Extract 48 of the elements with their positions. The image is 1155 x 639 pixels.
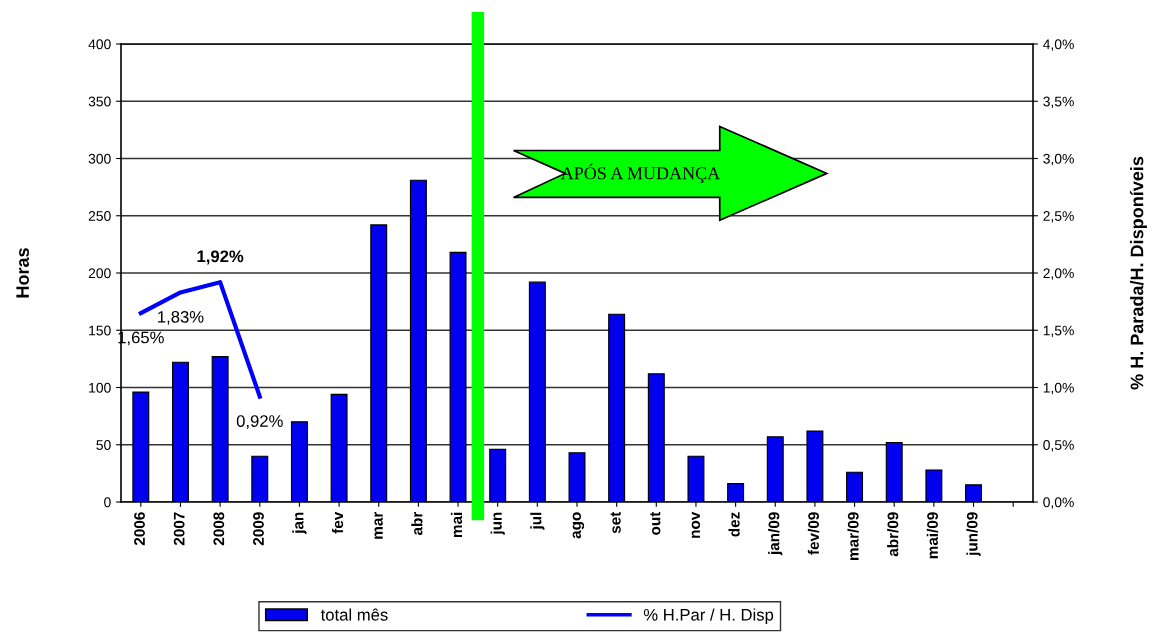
x-tick-label: 2008: [213, 512, 225, 546]
y-tick-label: 0: [104, 497, 111, 508]
x-tick-label: jul: [530, 512, 545, 530]
y-tick-label: 400: [88, 39, 111, 50]
y-tick-label: 300: [88, 153, 111, 164]
x-tick-label: mai/09: [926, 512, 939, 559]
y-tick-label: 100: [89, 382, 111, 393]
x-tick-label: mar: [374, 511, 383, 539]
y2-tick-label: 3,5%: [1043, 96, 1074, 109]
x-tick-label: jan: [292, 512, 307, 535]
y2-tick-label: 1,5%: [1043, 325, 1074, 338]
y-axis-title: Horas: [16, 248, 29, 298]
y-tick-label: 350: [88, 96, 111, 107]
y2-tick-label: 3,0%: [1043, 153, 1074, 166]
y-tick-label: 150: [89, 325, 111, 336]
y-tick-label: 50: [96, 440, 111, 450]
legend-label: total mês: [320, 608, 388, 621]
y-tick-label: 250: [88, 211, 111, 221]
x-tick-label: fev/09: [807, 512, 820, 555]
annotation: APÓS A MUDANÇA: [560, 163, 721, 184]
x-tick-label: set: [610, 511, 621, 534]
y2-tick-label: 2,5%: [1043, 211, 1074, 223]
x-tick-label: mai: [450, 512, 463, 538]
y2-tick-label: 0,5%: [1043, 440, 1074, 452]
data-label: 1,92%: [197, 250, 244, 265]
x-tick-label: abr/09: [887, 512, 899, 557]
x-tick-label: jan/09: [768, 512, 783, 556]
data-label: 1,83%: [158, 310, 204, 325]
data-label: 0,92%: [236, 415, 283, 429]
x-tick-label: ago: [572, 512, 585, 539]
y-tick-label: 200: [88, 268, 111, 279]
x-tick-label: abr: [411, 511, 423, 536]
y2-tick-label: 0,0%: [1043, 497, 1074, 509]
y2-axis-title: % H. Parada/H. Disponíveis: [1129, 156, 1147, 390]
x-tick-label: jun/09: [966, 512, 981, 557]
x-tick-label: mar/09: [847, 512, 859, 560]
x-tick-label: 2006: [134, 512, 145, 546]
y2-tick-label: 2,0%: [1043, 268, 1074, 280]
x-tick-label: 2007: [173, 512, 185, 546]
x-tick-label: jun: [490, 512, 505, 535]
x-tick-label: fev: [331, 511, 344, 534]
x-tick-label: nov: [691, 511, 701, 538]
x-tick-label: dez: [728, 512, 740, 537]
x-tick-label: 2009: [253, 512, 264, 546]
y2-tick-label: 4,0%: [1043, 39, 1074, 51]
x-tick-label: out: [650, 511, 661, 535]
legend-label: % H.Par / H. Disp: [643, 608, 774, 624]
y2-tick-label: 1,0%: [1043, 382, 1074, 395]
